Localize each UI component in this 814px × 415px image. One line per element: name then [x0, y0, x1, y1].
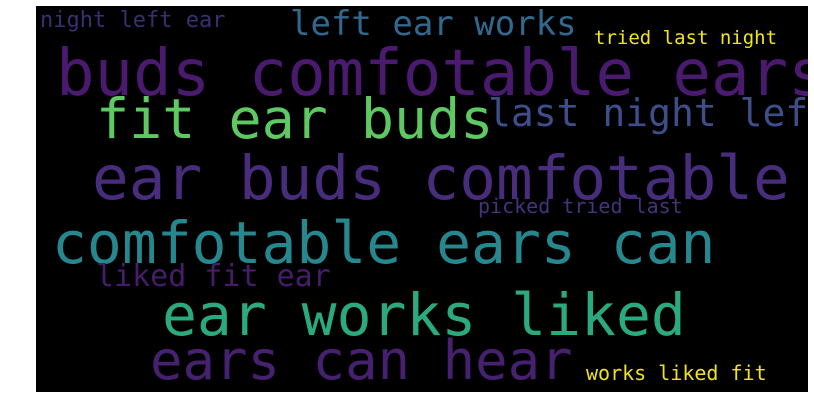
- word-cloud: night left ear left ear works tried last…: [36, 6, 808, 392]
- word-liked-fit-ear: liked fit ear: [96, 259, 331, 294]
- word-fit-ear-buds: fit ear buds: [96, 87, 494, 151]
- word-picked-tried-last: picked tried last: [478, 194, 683, 218]
- word-buds-comfotable-ears: buds comfotable ears: [56, 37, 808, 111]
- word-works-liked-fit: works liked fit: [586, 361, 767, 385]
- word-night-left-ear: night left ear: [40, 8, 226, 33]
- word-ears-can-hear: ears can hear: [150, 329, 573, 392]
- word-last-night-left: last night left: [488, 91, 808, 135]
- word-comfotable-ears-can: comfotable ears can: [52, 209, 716, 277]
- word-ear-buds-comfotable: ear buds comfotable: [92, 143, 790, 214]
- word-tried-last-night: tried last night: [594, 27, 778, 49]
- word-ear-works-liked: ear works liked: [162, 281, 686, 349]
- word-left-ear-works: left ear works: [290, 6, 577, 44]
